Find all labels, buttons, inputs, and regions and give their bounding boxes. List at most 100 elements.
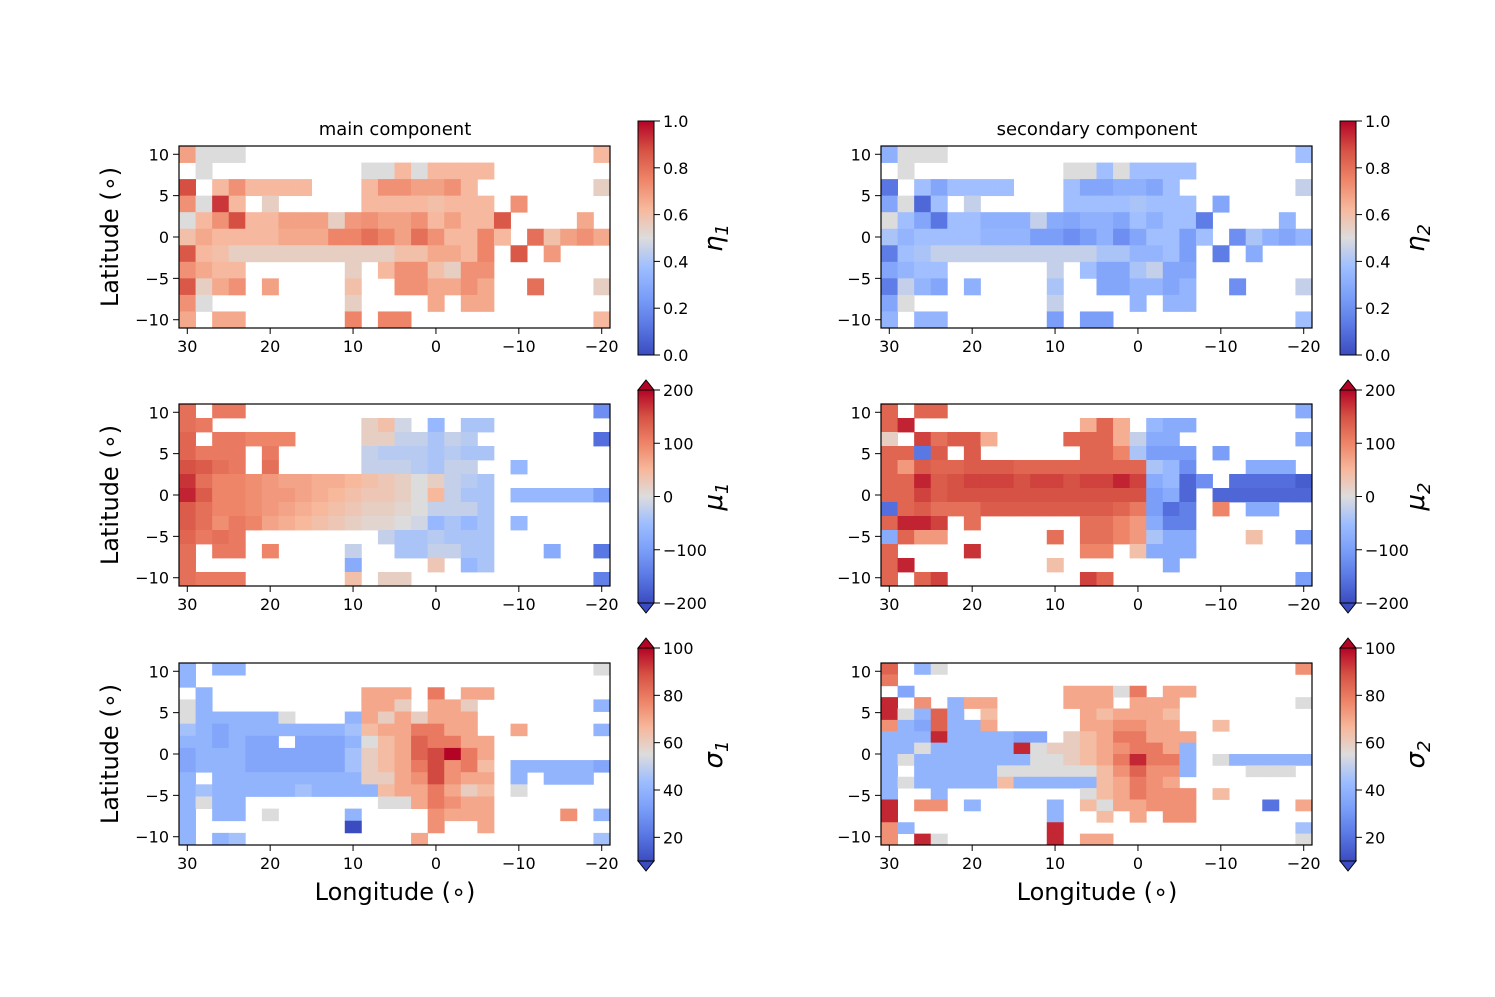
heatmap-cell xyxy=(1096,502,1114,517)
heatmap-cell xyxy=(914,663,932,675)
y-tick-label: −5 xyxy=(847,269,871,288)
heatmap-cell xyxy=(411,245,429,263)
heatmap-cell xyxy=(427,784,445,797)
heatmap-cell xyxy=(1262,228,1280,246)
heatmap-cell xyxy=(460,212,478,230)
heatmap-cell xyxy=(1195,474,1213,489)
heatmap-cell xyxy=(1129,502,1147,517)
heatmap-cell xyxy=(1179,765,1197,778)
heatmap-cell xyxy=(444,212,462,230)
heatmap-cell xyxy=(444,245,462,263)
heatmap-cell xyxy=(344,711,362,725)
heatmap-cell xyxy=(1096,162,1114,180)
heatmap-cell xyxy=(1063,460,1081,475)
heatmap-cell xyxy=(1113,685,1131,698)
heatmap-cell xyxy=(1013,245,1031,263)
heatmap-cell xyxy=(881,742,898,755)
heatmap-cell xyxy=(1113,212,1131,230)
y-tick-label: −10 xyxy=(135,569,169,588)
heatmap-cell xyxy=(195,245,213,263)
heatmap-cell xyxy=(1262,502,1280,517)
heatmap-cell xyxy=(278,711,296,725)
heatmap-cell xyxy=(179,808,196,822)
heatmap-cell xyxy=(295,760,313,773)
heatmap-cell xyxy=(1295,663,1313,675)
heatmap-cell xyxy=(980,460,998,475)
heatmap-cell xyxy=(1063,228,1081,246)
heatmap-cell xyxy=(477,278,495,296)
heatmap-cell xyxy=(1212,195,1230,213)
heatmap-cell xyxy=(980,502,998,517)
heatmap-cell xyxy=(1295,278,1313,296)
heatmap-cell xyxy=(261,195,279,213)
heatmap-cell xyxy=(1129,162,1147,180)
y-tick-label: 0 xyxy=(861,745,871,764)
heatmap-cell xyxy=(394,179,412,197)
heatmap-cell xyxy=(377,687,395,700)
y-tick-label: −5 xyxy=(145,527,169,546)
heatmap-cell xyxy=(1013,765,1031,778)
heatmap-cell xyxy=(997,502,1015,517)
heatmap-cell xyxy=(914,228,932,246)
heatmap-cell xyxy=(1212,446,1230,461)
heatmap-cell xyxy=(914,460,932,475)
heatmap-cell xyxy=(1113,765,1131,778)
heatmap-cell xyxy=(195,146,213,163)
colorbar-extend-bottom xyxy=(1338,602,1358,614)
heatmap-cell xyxy=(460,747,478,761)
heatmap-cell xyxy=(1030,776,1048,789)
colorbar-tick-label: 0.0 xyxy=(1365,346,1390,365)
heatmap-cell xyxy=(1146,446,1164,461)
colorbar-extend-top xyxy=(636,637,656,649)
heatmap-cell xyxy=(245,474,263,489)
heatmap-cell xyxy=(411,179,429,197)
heatmap-cell xyxy=(344,278,362,296)
heatmap-cell xyxy=(930,719,948,732)
heatmap-cell xyxy=(460,530,478,545)
heatmap-cell xyxy=(1113,719,1131,732)
heatmap-cell xyxy=(1162,228,1180,246)
heatmap-cell xyxy=(195,796,213,809)
heatmap-cell xyxy=(311,474,329,489)
colorbar-gradient xyxy=(637,647,655,862)
heatmap-cell xyxy=(914,212,932,230)
heatmap-cell xyxy=(1162,245,1180,263)
heatmap-cell xyxy=(394,502,412,517)
heatmap-cell xyxy=(344,772,362,785)
heatmap-cell xyxy=(1162,742,1180,755)
heatmap-cell xyxy=(1295,697,1313,709)
heatmap-cell xyxy=(930,731,948,744)
heatmap-cell xyxy=(1262,474,1280,489)
heatmap-cell xyxy=(1079,446,1097,461)
heatmap-cell xyxy=(947,432,965,447)
heatmap-cell xyxy=(1013,474,1031,489)
heatmap-cell xyxy=(963,460,981,475)
heatmap-cell xyxy=(311,516,329,531)
heatmap-cell xyxy=(1096,754,1114,766)
heatmap-cell xyxy=(493,228,511,246)
heatmap-cell xyxy=(1146,179,1164,197)
heatmap-cell xyxy=(997,474,1015,489)
colorbar-sigma1: 100 80 60 40 20 σ1 xyxy=(636,637,733,872)
heatmap-cell xyxy=(245,772,263,785)
heatmap-cell xyxy=(881,460,898,475)
heatmap-cell xyxy=(477,446,495,461)
heatmap-cell xyxy=(1079,516,1097,531)
heatmap-cell xyxy=(344,311,362,329)
heatmap-cell xyxy=(328,502,346,517)
heatmap-cell xyxy=(1162,558,1180,573)
heatmap-cell xyxy=(1113,228,1131,246)
heatmap-cell xyxy=(477,212,495,230)
colorbar-gradient xyxy=(637,389,655,604)
heatmap-cell xyxy=(212,311,230,329)
heatmap-cell xyxy=(1013,742,1031,755)
y-tick-label: 0 xyxy=(159,486,169,505)
heatmap-cell xyxy=(228,772,246,785)
heatmap-cell xyxy=(212,245,230,263)
heatmap-cell xyxy=(179,699,196,712)
heatmap-cell xyxy=(1179,685,1197,698)
heatmap-sigma2: 30 20 10 0 −10 −20 10 5 0 −5 −10 xyxy=(837,662,1320,873)
heatmap-cell xyxy=(1113,278,1131,296)
heatmap-cell xyxy=(1096,685,1114,698)
heatmap-cell xyxy=(914,261,932,279)
